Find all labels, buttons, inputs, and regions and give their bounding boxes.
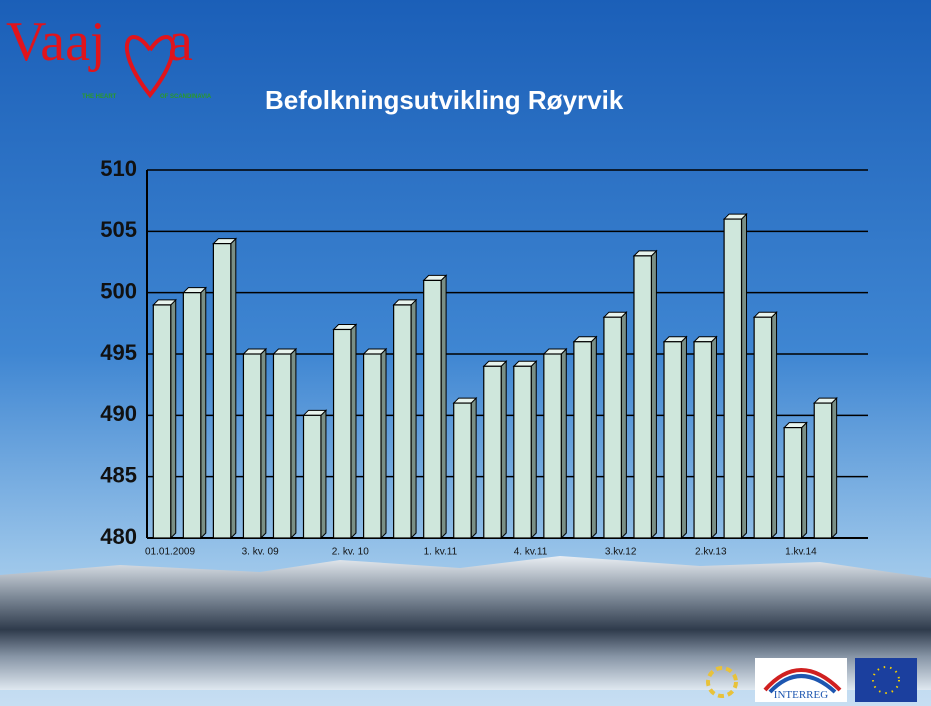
x-tick-label: 3. kv. 09: [242, 547, 279, 558]
y-tick-label: 505: [100, 217, 137, 242]
x-tick-label: 1.kv.14: [785, 547, 817, 558]
bar: [694, 342, 711, 538]
interreg-text: INTERREG: [774, 689, 828, 701]
y-tick-label: 480: [100, 524, 137, 549]
bar: [454, 403, 471, 538]
bar-side: [351, 324, 356, 538]
bar-side: [411, 300, 416, 538]
bar: [754, 317, 771, 538]
bar: [664, 342, 681, 538]
bar-side: [321, 410, 326, 538]
bar: [243, 354, 260, 538]
bar: [394, 305, 411, 538]
x-tick-label: 1. kv.11: [424, 547, 458, 558]
bar-side: [291, 349, 296, 538]
bar-side: [231, 239, 236, 538]
bar: [814, 403, 831, 538]
bar: [544, 354, 561, 538]
bar-side: [621, 312, 626, 538]
bar-side: [742, 214, 747, 538]
x-tick-label: 01.01.2009: [145, 547, 195, 558]
x-tick-label: 3.kv.12: [605, 547, 637, 558]
y-tick-label: 510: [100, 156, 137, 181]
bar-side: [681, 337, 686, 538]
bar: [634, 256, 651, 538]
bar-side: [561, 349, 566, 538]
y-tick-label: 485: [100, 462, 137, 487]
bar-side: [441, 275, 446, 538]
logo-right: a: [168, 11, 193, 73]
bar: [183, 293, 200, 538]
bar-side: [201, 288, 206, 538]
logo-tagline: OF SCANDINAVIA: [160, 94, 212, 100]
bar-side: [832, 398, 837, 538]
bar-side: [531, 361, 536, 538]
x-tick-label: 2. kv. 10: [332, 547, 369, 558]
bar-side: [591, 337, 596, 538]
bar: [304, 415, 321, 538]
x-tick-label: 4. kv.11: [514, 547, 548, 558]
bar: [784, 428, 801, 538]
bar-side: [501, 361, 506, 538]
bar: [153, 305, 170, 538]
bar: [604, 317, 621, 538]
bar-side: [802, 423, 807, 538]
y-tick-label: 490: [100, 401, 137, 426]
logo-tagline: THE HEART: [82, 94, 117, 100]
eu-flag: [855, 658, 917, 702]
bar: [724, 219, 741, 538]
bar-side: [171, 300, 176, 538]
bar: [273, 354, 290, 538]
bar: [484, 366, 501, 538]
y-tick-label: 500: [100, 278, 137, 303]
slide: Vaaj a THE HEART OF SCANDINAVIA Befolkni…: [0, 0, 931, 706]
chart-title: Befolkningsutvikling Røyrvik: [265, 85, 624, 115]
bar-side: [651, 251, 656, 538]
bar-side: [711, 337, 716, 538]
bar: [364, 354, 381, 538]
bar-side: [471, 398, 476, 538]
bar-side: [772, 312, 777, 538]
bar: [334, 329, 351, 538]
bar: [424, 280, 441, 538]
bar-side: [261, 349, 266, 538]
x-tick-label: 2.kv.13: [695, 547, 727, 558]
bar: [514, 366, 531, 538]
page: {"logo": {"left": "Vaaj", "right": "a", …: [0, 0, 931, 706]
y-tick-label: 495: [100, 340, 137, 365]
logo-left: Vaaj: [6, 11, 106, 73]
bar: [213, 244, 230, 538]
bar-side: [381, 349, 386, 538]
bar: [574, 342, 591, 538]
